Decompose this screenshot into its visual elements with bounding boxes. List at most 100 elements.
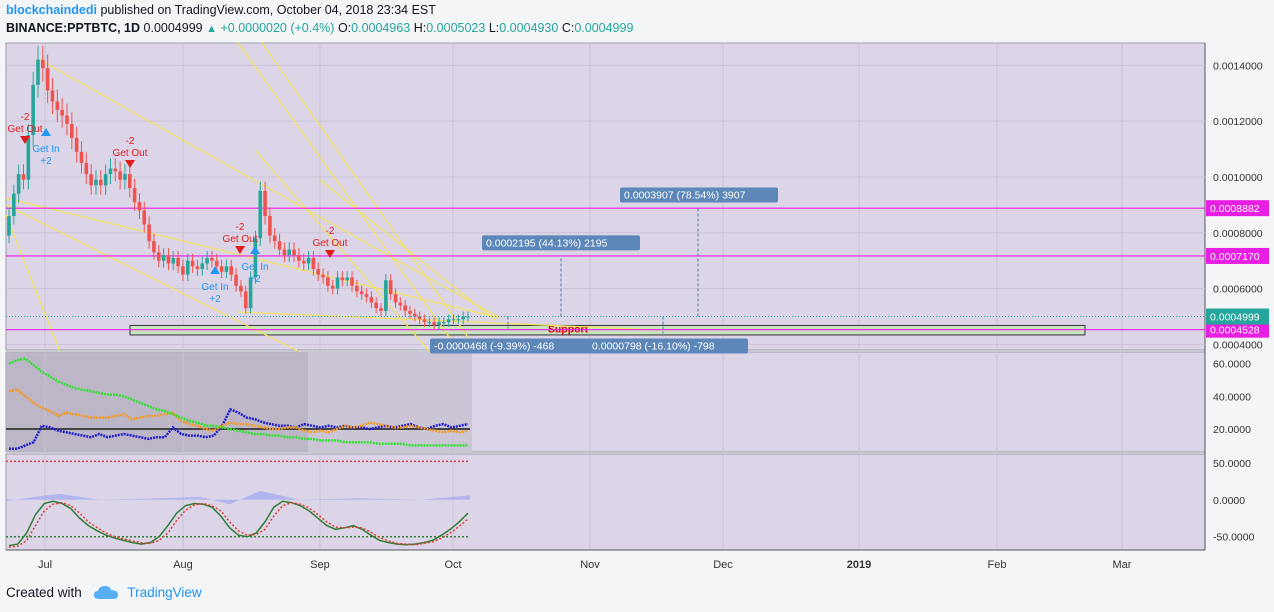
arrow-up-icon [41, 128, 51, 136]
candle-body [89, 174, 93, 186]
candle-body [384, 280, 388, 311]
low-value: 0.0004930 [499, 21, 559, 35]
signal-value: +2 [249, 274, 261, 285]
signal-value: -2 [126, 136, 135, 147]
candle-body [364, 294, 369, 297]
candle-body [123, 174, 127, 180]
candle-body [234, 274, 238, 286]
author-name[interactable]: blockchaindedi [6, 3, 97, 17]
trend-line [5, 204, 301, 353]
candle-body [398, 302, 403, 306]
candle-body [55, 101, 60, 110]
candle-body [84, 163, 89, 175]
candle-body [413, 313, 417, 317]
candle-body [272, 235, 277, 242]
x-tick-label: Mar [1113, 559, 1132, 571]
candle-body [451, 319, 456, 321]
candle-body [79, 151, 84, 164]
candle-body [340, 277, 345, 281]
x-tick-label: Feb [988, 559, 1007, 571]
dmi-series-line [8, 357, 468, 447]
oscillator-tick-label: 0.0000 [1213, 495, 1245, 507]
candle-body [268, 216, 272, 236]
candle-body [65, 115, 69, 124]
candle-body [41, 59, 45, 69]
candle-body [60, 109, 64, 116]
candle-body [31, 84, 35, 136]
candle-body [26, 135, 31, 180]
candle-body [437, 322, 441, 325]
candle-body [156, 252, 161, 261]
current-price-box [1206, 308, 1269, 325]
dmi-shade-dark [6, 352, 308, 452]
trend-line [237, 42, 461, 353]
candle-body [142, 210, 147, 225]
measure-label: -0.0000468 (-9.39%) -468 [434, 341, 554, 353]
candle-body [99, 179, 103, 186]
candle-body [7, 216, 11, 236]
price-panel [5, 42, 1206, 351]
open-value: 0.0004963 [351, 21, 411, 35]
candle-body [176, 257, 180, 267]
trend-line [39, 59, 501, 319]
current-price-label: 0.0004999 [1210, 312, 1260, 324]
arrow-down-icon [235, 246, 245, 254]
level-price-box [1206, 321, 1269, 338]
x-tick-label: 2019 [847, 559, 871, 571]
candle-body [210, 257, 214, 261]
candle-body [74, 137, 79, 152]
oscillator-panel [5, 453, 1206, 551]
oscillator-series-line [8, 500, 469, 547]
triangle-up-icon: ▲ [206, 23, 217, 35]
candle-body [355, 285, 359, 292]
candle-body [248, 277, 253, 309]
high-value: 0.0005023 [426, 21, 486, 35]
candle-body [316, 269, 321, 275]
y-tick-label: 0.0006000 [1213, 284, 1263, 296]
candle-body [442, 322, 446, 324]
candle-body [113, 168, 118, 172]
y-tick-label: 0.0010000 [1213, 172, 1263, 184]
signal-value: +2 [40, 156, 52, 167]
signal-value: -2 [21, 112, 30, 123]
candle-body [190, 260, 195, 267]
candle-body [70, 123, 74, 138]
candle-body [185, 260, 190, 275]
candle-body [374, 302, 378, 309]
open-label: O: [337, 21, 352, 35]
publish-info: blockchaindedi published on TradingView.… [6, 3, 436, 17]
arrow-up-icon [210, 266, 220, 274]
arrow-down-icon [125, 160, 135, 168]
x-tick-label: Aug [173, 559, 193, 571]
footer: Created with TradingView [6, 585, 202, 600]
candle-body [94, 179, 98, 186]
change-value: +0.0000020 (+0.4%) [220, 21, 335, 35]
measure-label-box [482, 235, 640, 251]
candle-body [422, 319, 427, 323]
y-tick-label: 0.0014000 [1213, 60, 1263, 72]
candle-body [301, 260, 306, 264]
candle-body [224, 266, 229, 272]
x-tick-label: Oct [444, 559, 461, 571]
y-tick-label: 0.0008000 [1213, 228, 1263, 240]
candle-body [171, 257, 176, 264]
signal-label: Get In [201, 282, 228, 293]
candle-body [263, 190, 267, 217]
measure-label-box [588, 338, 748, 354]
candle-body [108, 168, 113, 175]
tradingview-brand[interactable]: TradingView [127, 585, 202, 600]
symbol-label: BINANCE:PPTBTC, 1D [6, 21, 141, 35]
trend-line [319, 179, 496, 321]
candle-body [403, 305, 407, 311]
candle-body [103, 174, 108, 186]
signal-label: Get In [241, 262, 268, 273]
signal-label: Get Out [222, 234, 257, 245]
signal-label: Get Out [7, 124, 42, 135]
candle-body [369, 296, 374, 303]
close-value: 0.0004999 [574, 21, 634, 35]
candle-body [253, 238, 258, 278]
candle-body [408, 310, 412, 314]
arrow-up-icon [250, 246, 260, 254]
trend-line [5, 197, 501, 319]
